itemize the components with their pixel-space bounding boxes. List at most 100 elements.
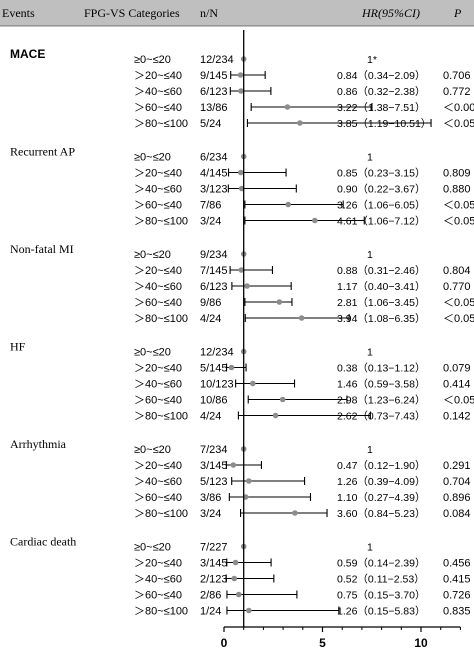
nn-label: 4/24 bbox=[200, 411, 221, 423]
hr-ci-label: 1.17（0.40−3.41） bbox=[337, 281, 425, 293]
category-label: ＞40~≤60 bbox=[134, 86, 182, 98]
hr-ci-label: 1 bbox=[367, 347, 373, 359]
x-axis: 0 5 10 bbox=[221, 30, 461, 650]
header-events: Events bbox=[2, 6, 35, 20]
hr-ci-label: 2.62（0.73−7.43） bbox=[337, 411, 425, 423]
category-label: ≥0~≤20 bbox=[134, 347, 171, 359]
category-label: ＞40~≤60 bbox=[134, 574, 182, 586]
p-value-label: 0.770 bbox=[443, 281, 471, 293]
nn-label: 12/234 bbox=[200, 347, 234, 359]
event-label: MACE bbox=[10, 47, 45, 61]
nn-label: 7/234 bbox=[200, 444, 228, 456]
hr-point bbox=[230, 462, 237, 468]
p-value-label: ＜0.05 bbox=[443, 200, 474, 212]
p-value-label: 0.772 bbox=[443, 86, 471, 98]
category-label: ＞40~≤60 bbox=[134, 281, 182, 293]
nn-label: 7/227 bbox=[200, 542, 228, 554]
category-label: ≥0~≤20 bbox=[134, 249, 171, 261]
hr-point bbox=[238, 88, 244, 94]
hr-ci-label: 1.26（0.15−5.83） bbox=[337, 606, 425, 618]
hr-ci-label: 1.46（0.59−3.58） bbox=[337, 379, 425, 391]
p-value-label: 0.809 bbox=[443, 168, 471, 180]
nn-label: 1/24 bbox=[200, 606, 221, 618]
p-value-label: ＜0.05 bbox=[443, 313, 474, 325]
nn-label: 10/86 bbox=[200, 395, 228, 407]
nn-label: 7/86 bbox=[200, 200, 221, 212]
p-value-label: ＜0.05 bbox=[443, 118, 474, 130]
category-label: ＞40~≤60 bbox=[134, 476, 182, 488]
nn-label: 2/123 bbox=[200, 574, 228, 586]
hr-ci-label: 0.85（0.23−3.15） bbox=[337, 168, 425, 180]
category-label: ＞60~≤40 bbox=[134, 395, 182, 407]
nn-label: 5/145 bbox=[200, 363, 228, 375]
category-label: ≥0~≤20 bbox=[134, 54, 171, 66]
category-label: ＞40~≤60 bbox=[134, 379, 182, 391]
hr-ci-label: 0.38（0.13−1.12） bbox=[337, 363, 425, 375]
event-label: Non-fatal MI bbox=[10, 242, 74, 256]
nn-label: 6/123 bbox=[200, 86, 228, 98]
nn-label: 12/234 bbox=[200, 54, 234, 66]
hr-point bbox=[232, 559, 239, 566]
hr-ci-label: 0.88（0.31−2.46） bbox=[337, 265, 425, 277]
hr-ci-label: 0.47（0.12−1.90） bbox=[337, 460, 425, 472]
header-p: P bbox=[453, 6, 462, 20]
hr-point bbox=[237, 169, 244, 176]
category-label: ≥0~≤20 bbox=[134, 152, 171, 164]
nn-label: 2/86 bbox=[200, 590, 221, 602]
header-nn: n/N bbox=[200, 6, 218, 20]
nn-label: 13/86 bbox=[200, 102, 228, 114]
event-label: HF bbox=[10, 340, 26, 354]
hr-ci-label: 0.90（0.22−3.67） bbox=[337, 184, 425, 196]
hr-ci-label: 1 bbox=[367, 542, 373, 554]
event-label: Cardiac death bbox=[10, 535, 76, 549]
hr-ci-label: 1 bbox=[367, 444, 373, 456]
p-value-label: 0.896 bbox=[443, 492, 471, 504]
hr-ci-label: 2.81（1.06−3.45） bbox=[337, 297, 425, 309]
category-label: ＞20~≤40 bbox=[134, 363, 182, 375]
nn-label: 10/123 bbox=[200, 379, 234, 391]
p-value-label: 0.414 bbox=[443, 379, 471, 391]
hr-ci-label: 0.86（0.32−2.38） bbox=[337, 86, 425, 98]
category-label: ＞20~≤40 bbox=[134, 70, 182, 82]
category-label: ＞80~≤100 bbox=[134, 118, 188, 130]
category-label: ＞80~≤100 bbox=[134, 606, 188, 618]
hr-point bbox=[298, 315, 305, 321]
hr-point bbox=[246, 478, 252, 484]
hr-ci-label: 0.52（0.11−2.53） bbox=[337, 574, 425, 586]
hr-point bbox=[238, 267, 245, 273]
nn-label: 3/86 bbox=[200, 492, 221, 504]
category-label: ＞80~≤100 bbox=[134, 216, 188, 228]
hr-ci-label: 0.75（0.15−3.70） bbox=[337, 590, 425, 602]
category-label: ≥0~≤20 bbox=[134, 542, 171, 554]
hr-point bbox=[235, 591, 242, 598]
p-value-label: ＜0.05 bbox=[443, 395, 474, 407]
nn-label: 3/24 bbox=[200, 216, 221, 228]
p-value-label: 0.415 bbox=[443, 574, 471, 586]
p-value-label: 0.704 bbox=[443, 476, 471, 488]
nn-label: 5/24 bbox=[200, 118, 221, 130]
hr-ci-label: 3.26（1.06−6.05） bbox=[337, 200, 425, 212]
x-tick-label: 0 bbox=[221, 636, 228, 650]
hr-point bbox=[246, 607, 252, 614]
nn-label: 3/123 bbox=[200, 184, 228, 196]
p-value-label: 0.142 bbox=[443, 411, 471, 423]
nn-label: 7/145 bbox=[200, 265, 228, 277]
p-value-label: 0.835 bbox=[443, 606, 471, 618]
hr-point bbox=[312, 217, 318, 224]
p-value-label: 0.084 bbox=[443, 508, 471, 520]
p-value-label: 0.804 bbox=[443, 265, 471, 277]
hr-point bbox=[297, 120, 303, 126]
hr-ci-label: 0.59（0.14−2.39） bbox=[337, 558, 425, 570]
nn-label: 6/123 bbox=[200, 281, 228, 293]
nn-label: 5/123 bbox=[200, 476, 228, 488]
hr-point bbox=[237, 72, 244, 78]
hr-point bbox=[279, 396, 286, 403]
nn-label: 9/234 bbox=[200, 249, 228, 261]
header-categories: FPG-VS Categories bbox=[84, 6, 180, 20]
category-label: ＞60~≤40 bbox=[134, 492, 182, 504]
hr-point bbox=[244, 283, 250, 289]
hr-point bbox=[272, 412, 279, 419]
hr-ci-label: 3.22（1.38−7.51） bbox=[337, 102, 425, 114]
hr-ci-label: 4.61（1.06−7.12） bbox=[337, 216, 425, 228]
